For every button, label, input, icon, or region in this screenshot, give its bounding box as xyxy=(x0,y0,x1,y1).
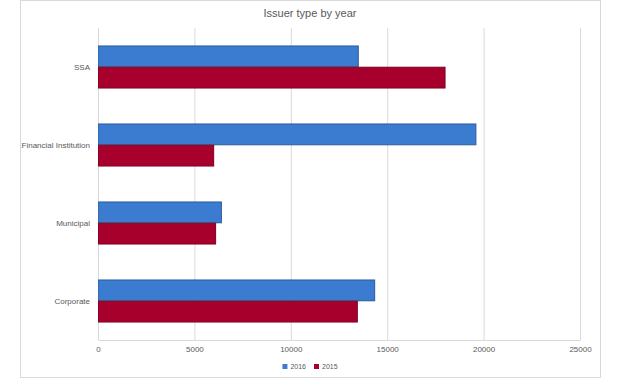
legend-swatch xyxy=(314,364,319,369)
bar xyxy=(98,46,358,67)
bar xyxy=(98,145,214,166)
x-axis: 0 5000 10000 15000 20000 25000 xyxy=(96,340,592,354)
y-tick: Corporate xyxy=(54,297,98,306)
legend-item: 2015 xyxy=(314,363,338,370)
legend-label: 2015 xyxy=(322,363,338,370)
bar xyxy=(98,202,221,223)
x-tick-label: 10000 xyxy=(280,345,303,354)
x-tick-label: 25000 xyxy=(569,345,592,354)
x-tick: 25000 xyxy=(569,340,592,354)
x-tick: 20000 xyxy=(473,340,496,354)
bar xyxy=(98,223,216,244)
y-tick-label: Financial Institution xyxy=(22,141,90,150)
legend-item: 2016 xyxy=(282,363,306,370)
grid-line xyxy=(580,28,581,340)
chart-title: Issuer type by year xyxy=(264,7,357,19)
legend-label: 2016 xyxy=(290,363,306,370)
y-tick: SSA xyxy=(74,63,98,72)
x-axis-line xyxy=(99,340,581,341)
x-tick-label: 15000 xyxy=(377,345,400,354)
grid-line xyxy=(484,28,485,340)
x-tick-label: 5000 xyxy=(186,345,204,354)
y-tick: Municipal xyxy=(56,219,98,228)
x-tick-label: 0 xyxy=(96,345,101,354)
grid xyxy=(99,28,581,340)
chart: Issuer type by year 0 5000 10000 15000 20000 2… xyxy=(0,0,620,379)
x-tick: 0 xyxy=(96,340,101,354)
bar xyxy=(98,67,445,88)
bar xyxy=(98,280,375,301)
y-tick-label: Corporate xyxy=(54,297,90,306)
y-axis: SSA Financial Institution Municipal Corpora… xyxy=(22,29,99,341)
x-tick: 5000 xyxy=(186,340,204,354)
y-tick: Financial Institution xyxy=(22,141,98,150)
bar xyxy=(98,301,357,322)
series xyxy=(98,67,445,322)
plot: 0 5000 10000 15000 20000 25000 SSA Financial In… xyxy=(22,28,593,354)
y-tick-label: SSA xyxy=(74,63,91,72)
bar xyxy=(98,124,476,145)
bars xyxy=(98,46,476,322)
chart-border xyxy=(21,1,601,378)
legend-swatch xyxy=(282,364,287,369)
y-tick-label: Municipal xyxy=(56,219,90,228)
x-tick: 10000 xyxy=(280,340,303,354)
x-tick: 15000 xyxy=(377,340,400,354)
x-tick-label: 20000 xyxy=(473,345,496,354)
series xyxy=(98,46,476,301)
legend: 2016 2015 xyxy=(282,363,337,370)
